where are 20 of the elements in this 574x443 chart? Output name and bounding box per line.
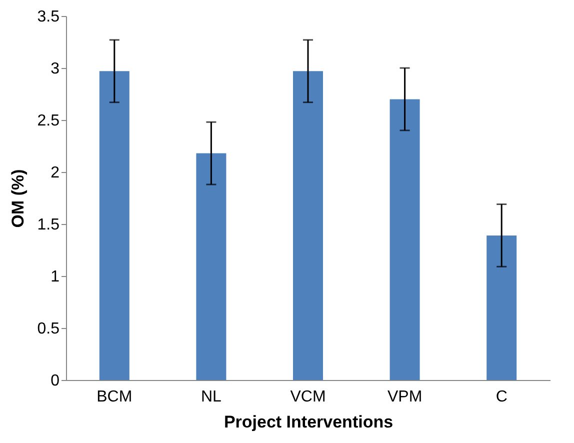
y-tick-label: 3	[50, 60, 60, 78]
x-tick-label: BCM	[96, 388, 132, 406]
y-axis-title: OM (%)	[8, 169, 28, 228]
y-tick-label: 0	[50, 372, 60, 390]
x-tick-label: VCM	[290, 388, 326, 406]
bar	[196, 153, 226, 380]
y-tick-label: 1.5	[37, 216, 60, 234]
x-tick-label: C	[496, 388, 508, 406]
y-tick-label: 2.5	[37, 112, 60, 130]
y-tick-label: 0.5	[37, 320, 60, 338]
y-tick-label: 2	[50, 164, 60, 182]
bar	[293, 71, 323, 380]
x-axis-title: Project Interventions	[224, 412, 394, 432]
bar	[486, 235, 517, 380]
bar	[99, 71, 130, 380]
x-tick-label: VPM	[387, 388, 422, 406]
bar	[390, 99, 420, 380]
y-tick-label: 3.5	[37, 8, 60, 26]
x-tick-label: NL	[200, 388, 222, 406]
y-tick-label: 1	[50, 268, 60, 286]
